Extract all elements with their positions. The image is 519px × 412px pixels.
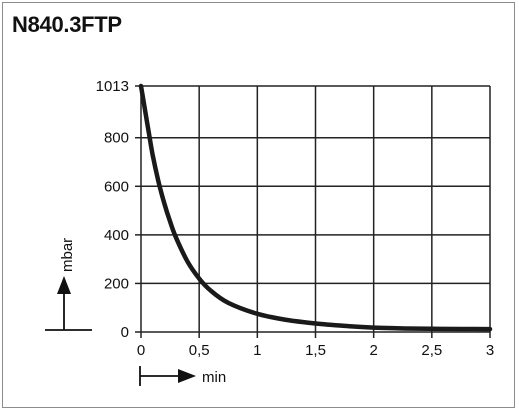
y-axis-label: mbar xyxy=(59,238,76,272)
x-tick-label: 1,5 xyxy=(305,342,326,359)
x-tick-label: 0 xyxy=(137,342,145,359)
tick-labels: 0 0,5 1 1,5 2 2,5 3 0 200 400 600 800 1013 xyxy=(96,78,495,359)
x-axis-arrow-icon xyxy=(139,366,196,386)
series-line xyxy=(138,83,493,332)
x-axis-label: min xyxy=(202,369,226,386)
x-tick-label: 3 xyxy=(486,342,494,359)
y-tick-label: 200 xyxy=(104,275,129,292)
y-axis-arrow-icon xyxy=(45,276,92,331)
x-tick-label: 2,5 xyxy=(421,342,442,359)
x-tick-label: 0,5 xyxy=(189,342,210,359)
chart-frame xyxy=(2,2,515,408)
x-tick-label: 1 xyxy=(253,342,261,359)
y-tick-label: 1013 xyxy=(96,78,129,95)
y-tick-label: 800 xyxy=(104,130,129,147)
chart-title: N840.3FTP xyxy=(12,12,122,37)
y-tick-label: 0 xyxy=(121,324,129,341)
y-tick-label: 400 xyxy=(104,227,129,244)
x-tick-label: 2 xyxy=(369,342,377,359)
y-tick-label: 600 xyxy=(104,178,129,195)
grid xyxy=(135,85,491,338)
